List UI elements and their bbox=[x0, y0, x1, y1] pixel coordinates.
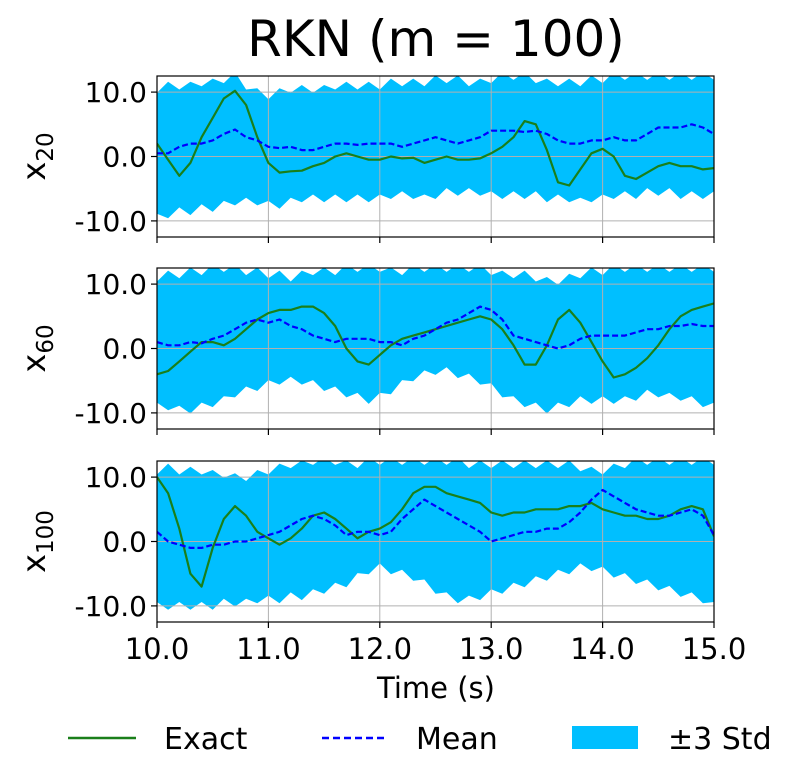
x-tick-label: 13.0 bbox=[459, 632, 524, 666]
exact-line bbox=[157, 89, 714, 187]
mean-line bbox=[157, 488, 714, 550]
y-tick-label: -10.0 bbox=[75, 590, 147, 623]
exact-line bbox=[157, 302, 714, 379]
y-tick-label: 0.0 bbox=[102, 333, 147, 366]
y-tick-label: 0.0 bbox=[102, 526, 147, 559]
subplot-x100: -10.0 0.0 10.0 10.0 11.0 12.0 13.0 14.0 15.0 x100 bbox=[15, 460, 747, 666]
x-axis-label: Time (s) bbox=[376, 671, 495, 705]
chart-title: RKN (m = 100) bbox=[247, 10, 625, 68]
plot-area bbox=[157, 76, 714, 237]
x-tick-label: 10.0 bbox=[125, 632, 190, 666]
legend-band-swatch bbox=[572, 726, 638, 749]
subplot-x60: -10.0 0.0 10.0 x60 bbox=[15, 267, 715, 435]
legend-exact-label: Exact bbox=[164, 722, 248, 757]
y-axis-label: x100 bbox=[15, 510, 59, 573]
legend-band-label: ±3 Std bbox=[668, 722, 772, 757]
mean-line bbox=[157, 305, 714, 350]
y-tick-label: 10.0 bbox=[85, 76, 147, 109]
plot-area bbox=[157, 461, 714, 622]
std-band bbox=[157, 76, 714, 219]
x-tick-label: 14.0 bbox=[570, 632, 635, 666]
y-tick-label: -10.0 bbox=[75, 205, 147, 238]
std-band bbox=[157, 268, 714, 414]
y-tick-label: -10.0 bbox=[75, 397, 147, 430]
exact-line bbox=[157, 476, 714, 588]
subplot-x20: -10.0 0.0 10.0 x20 bbox=[15, 75, 715, 243]
std-band bbox=[157, 461, 714, 610]
mean-line bbox=[157, 123, 714, 155]
x-tick-label: 11.0 bbox=[236, 632, 301, 666]
x-tick-label: 12.0 bbox=[348, 632, 413, 666]
y-tick-label: 0.0 bbox=[102, 141, 147, 174]
plot-area bbox=[157, 268, 714, 429]
y-axis-label: x60 bbox=[15, 324, 59, 372]
legend: Exact Mean ±3 Std bbox=[68, 722, 772, 757]
legend-mean-label: Mean bbox=[416, 722, 498, 757]
y-tick-label: 10.0 bbox=[85, 461, 147, 494]
y-tick-label: 10.0 bbox=[85, 268, 147, 301]
x-tick-label: 15.0 bbox=[682, 632, 747, 666]
y-axis-label: x20 bbox=[15, 132, 59, 180]
panels: -10.0 0.0 10.0 x20 -10.0 0.0 10.0 x60 -10.0 0.0 10… bbox=[15, 75, 747, 666]
